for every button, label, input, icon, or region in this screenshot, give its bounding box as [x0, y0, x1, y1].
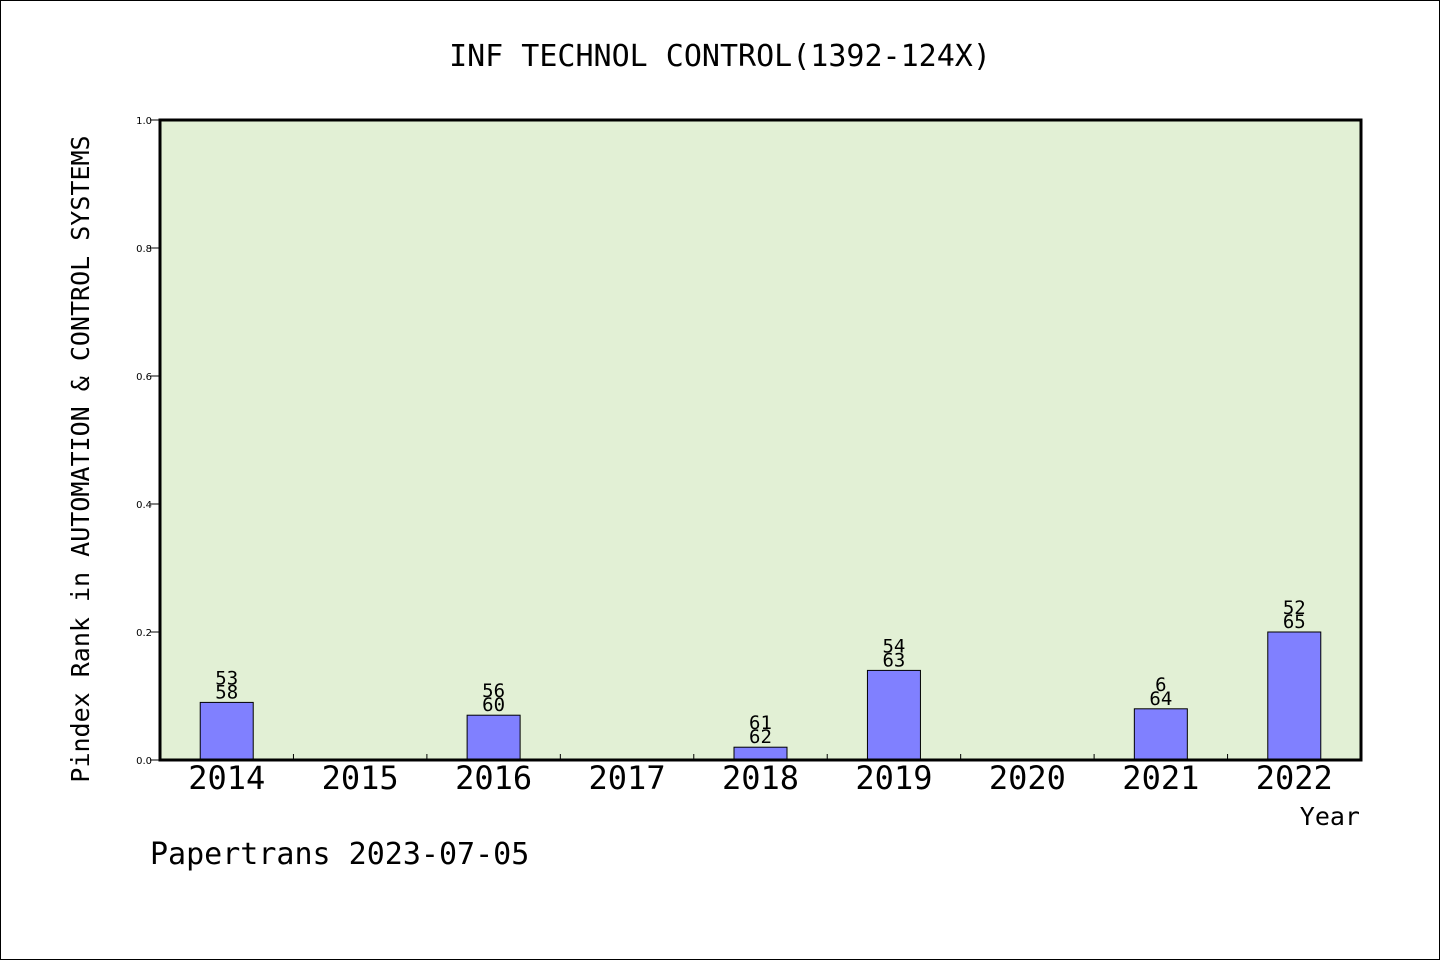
bar-label-bottom: 62: [749, 726, 772, 748]
bar-2019: [866, 669, 921, 761]
x-tick-label: 2019: [855, 759, 932, 797]
bar-label-bottom: 58: [215, 681, 238, 703]
bar-label-top: 54: [882, 635, 905, 657]
y-tick-label: 0.6: [136, 372, 152, 383]
y-axis-label: Pindex Rank in AUTOMATION & CONTROL SYST…: [66, 135, 95, 782]
bar-label-top: 53: [215, 667, 238, 689]
x-axis: 2014 2015 2016 2017 2018 2019 2020 2021 2022: [188, 754, 1333, 797]
x-tick-label: 2022: [1256, 759, 1333, 797]
bar-2014: [199, 701, 254, 761]
bar-2018: [733, 746, 788, 761]
plot-area: [158, 118, 1363, 762]
footer-credit: Papertrans 2023-07-05: [150, 837, 529, 872]
bar-label-top: 6: [1155, 674, 1166, 696]
bar-label-bottom: 64: [1149, 688, 1172, 710]
y-tick-label: 0.0: [136, 756, 152, 767]
y-tick-label: 0.2: [136, 628, 152, 639]
x-tick-label: 2020: [989, 759, 1066, 797]
bar-label-bottom: 63: [882, 649, 905, 671]
bar-2022: [1267, 631, 1322, 761]
chart-title: INF TECHNOL CONTROL(1392-124X): [449, 39, 991, 74]
bar-label-top: 52: [1283, 597, 1306, 619]
x-tick-label: 2017: [589, 759, 666, 797]
bar-2016: [466, 714, 521, 761]
y-axis: 0.0 0.2 0.4 0.6 0.8 1.0: [136, 116, 160, 767]
x-tick-label: 2016: [455, 759, 532, 797]
y-tick-label: 0.4: [136, 500, 152, 511]
x-axis-label: Year: [1300, 802, 1360, 831]
x-tick-label: 2015: [322, 759, 399, 797]
y-tick-label: 0.8: [136, 244, 152, 255]
plot-border: [158, 118, 1363, 762]
y-tick-label: 1.0: [136, 116, 152, 127]
bar-2021: [1133, 708, 1188, 761]
bar-label-top: 56: [482, 680, 505, 702]
x-tick-label: 2014: [188, 759, 265, 797]
bar-label-bottom: 65: [1283, 611, 1306, 633]
x-tick-label: 2018: [722, 759, 799, 797]
x-tick-label: 2021: [1122, 759, 1199, 797]
bar-label-top: 61: [749, 712, 772, 734]
bar-label-bottom: 60: [482, 694, 505, 716]
bars: [199, 631, 1322, 761]
